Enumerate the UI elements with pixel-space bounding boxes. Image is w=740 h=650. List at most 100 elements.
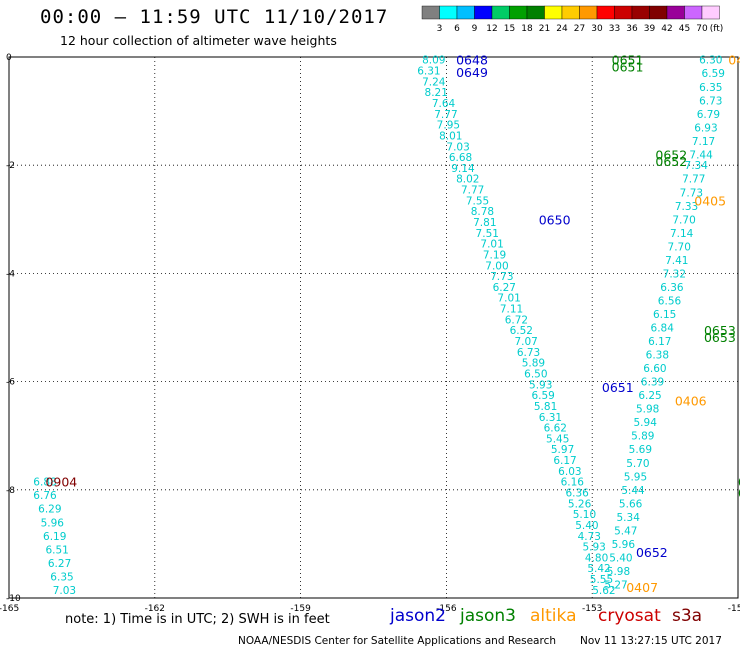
swh-value-label: 7.33 [675, 201, 698, 213]
swh-value-label: 6.79 [697, 109, 720, 121]
x-tick-label: -156 [436, 604, 457, 614]
swh-value-label: 7.19 [483, 249, 506, 261]
swh-value-label: 6.31 [539, 412, 562, 424]
swh-value-label: 5.97 [551, 444, 574, 456]
colorbar-tick-label: 12 [486, 24, 497, 34]
swh-value-label: 6.25 [638, 390, 661, 402]
legend-cryosat: cryosat [598, 606, 661, 626]
swh-value-label: 6.27 [493, 282, 516, 294]
swh-value-label: 5.81 [534, 401, 557, 413]
pass-time-label: 0651 [602, 380, 634, 395]
swh-value-label: 5.96 [41, 517, 65, 529]
swh-value-label: 5.26 [568, 498, 592, 510]
swh-value-label: 7.64 [432, 98, 456, 110]
colorbar-tick-label: 3 [437, 24, 443, 34]
swh-value-label: 7.77 [434, 109, 457, 121]
colorbar-tick-label: 39 [644, 24, 656, 34]
pass-time-label: 0651 [612, 53, 644, 68]
colorbar-tick-label: 24 [556, 24, 568, 34]
swh-value-label: 7.03 [446, 141, 469, 153]
colorbar-unit: (ft) [710, 24, 724, 34]
swh-value-label: 5.98 [607, 566, 630, 578]
swh-value-label: 6.17 [648, 336, 671, 348]
colorbar-tick-label: 6 [454, 24, 460, 34]
swh-value-label: 5.62 [592, 585, 615, 597]
y-tick-label: -6 [6, 378, 15, 388]
swh-value-label: 6.38 [646, 350, 669, 362]
pass-time-label: 0650 [539, 212, 571, 227]
x-tick-label: -162 [145, 604, 165, 614]
swh-value-label: 6.15 [653, 309, 676, 321]
colorbar: 3 6 9 12 15 18 21 24 27 30 33 36 39 42 45 70 (ft) [421, 5, 724, 34]
swh-value-label: 5.89 [522, 358, 545, 370]
swh-value-label: 7.95 [437, 120, 460, 132]
pass-time-label: 0652 [655, 154, 687, 169]
swh-value-label: 7.11 [500, 304, 523, 316]
swh-value-label: 6.68 [449, 152, 472, 164]
swh-value-label: 7.73 [490, 271, 513, 283]
swh-value-label: 7.73 [680, 187, 703, 199]
legend-jason2: jason2 [390, 606, 446, 626]
swh-value-label: 6.03 [558, 466, 581, 478]
swh-value-label: 5.40 [575, 520, 598, 532]
pass-time-label: 0405 [694, 193, 726, 208]
swh-value-label: 5.47 [614, 525, 637, 537]
swh-value-label: 6.76 [33, 490, 57, 502]
colorbar-tick-label: 42 [661, 24, 672, 34]
swh-value-label: 6.73 [517, 347, 540, 359]
x-tick-label: -159 [290, 604, 311, 614]
pass-time-label: 0407 [626, 580, 658, 595]
pass-time-label: 0652 [655, 147, 687, 162]
pass-time-label: 0649 [456, 65, 488, 80]
swh-value-label: 7.03 [53, 585, 76, 597]
swh-value-label: 8.01 [439, 130, 462, 142]
swh-value-label: 6.72 [505, 314, 528, 326]
pass-time-label: 040 [728, 53, 740, 68]
legend-jason3: jason3 [460, 606, 516, 626]
swh-value-label: 5.94 [634, 417, 658, 429]
credit-line: NOAA/NESDIS Center for Satellite Applica… [238, 635, 556, 647]
swh-value-label: 6.16 [561, 477, 585, 489]
swh-value-label: 7.00 [485, 260, 508, 272]
swh-value-label: 5.55 [590, 574, 613, 586]
swh-value-label: 6.88 [33, 477, 56, 489]
pass-time-label: 0648 [456, 53, 488, 68]
swh-value-label: 7.17 [692, 136, 715, 148]
swh-value-label: 6.59 [531, 390, 554, 402]
swh-value-label: 6.30 [699, 55, 722, 67]
pass-time-label: 0652 [636, 545, 668, 560]
y-tick-label: -2 [6, 161, 15, 171]
swh-value-label: 6.51 [45, 544, 68, 556]
swh-value-label: 5.93 [582, 542, 605, 554]
swh-value-label: 6.73 [699, 95, 722, 107]
swh-value-label: 8.78 [471, 206, 494, 218]
swh-value-label: 6.31 [417, 66, 440, 78]
swh-value-label: 9.14 [451, 163, 475, 175]
swh-value-label: 6.84 [651, 323, 675, 335]
swh-value-label: 7.44 [689, 149, 713, 161]
swh-value-label: 5.96 [612, 539, 636, 551]
pass-time-label: 0651 [612, 60, 644, 75]
y-tick-label: -8 [6, 486, 15, 496]
swh-value-label: 6.35 [50, 571, 73, 583]
swh-value-label: 6.60 [643, 363, 666, 375]
swh-value-label: 7.41 [665, 255, 688, 267]
swh-value-label: 7.51 [476, 228, 499, 240]
x-tick-label: -165 [0, 604, 19, 614]
x-tick-label: -153 [582, 604, 602, 614]
swh-value-label: 5.98 [636, 404, 659, 416]
swh-value-label: 6.39 [641, 377, 664, 389]
y-tick-label: -10 [6, 594, 21, 604]
swh-value-label: 6.62 [544, 423, 567, 435]
swh-value-label: 6.52 [510, 325, 533, 337]
swh-value-label: 7.70 [668, 241, 691, 253]
swh-value-label: 6.59 [702, 68, 725, 80]
swh-value-label: 6.93 [694, 122, 717, 134]
colorbar-tick-label: 9 [472, 24, 478, 34]
legend-s3a: s3a [672, 606, 703, 626]
swh-value-label: 6.56 [658, 295, 682, 307]
swh-value-label: 7.14 [670, 228, 694, 240]
swh-value-label: 4.73 [578, 531, 601, 543]
swh-value-label: 8.02 [456, 174, 479, 186]
